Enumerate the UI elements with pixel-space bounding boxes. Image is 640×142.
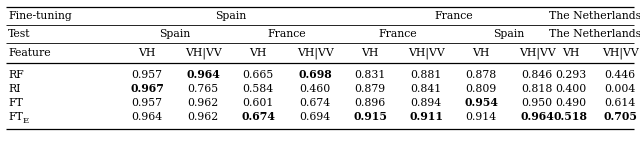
Text: 0.846: 0.846 bbox=[522, 70, 552, 80]
Text: VH: VH bbox=[563, 48, 580, 58]
Text: 0.765: 0.765 bbox=[188, 84, 219, 94]
Text: 0.674: 0.674 bbox=[241, 111, 275, 123]
Text: France: France bbox=[379, 29, 417, 39]
Text: VH|VV: VH|VV bbox=[408, 47, 444, 59]
Text: VH|VV: VH|VV bbox=[602, 47, 638, 59]
Text: 0.460: 0.460 bbox=[300, 84, 331, 94]
Text: 0.896: 0.896 bbox=[355, 98, 386, 108]
Text: 0.878: 0.878 bbox=[465, 70, 497, 80]
Text: 0.964: 0.964 bbox=[520, 111, 554, 123]
Text: VH|VV: VH|VV bbox=[518, 47, 556, 59]
Text: Test: Test bbox=[8, 29, 31, 39]
Text: VH|VV: VH|VV bbox=[184, 47, 221, 59]
Text: 0.831: 0.831 bbox=[355, 70, 386, 80]
Text: 0.665: 0.665 bbox=[243, 70, 274, 80]
Text: 0.962: 0.962 bbox=[188, 98, 219, 108]
Text: 0.950: 0.950 bbox=[522, 98, 552, 108]
Text: 0.957: 0.957 bbox=[131, 70, 163, 80]
Text: 0.964: 0.964 bbox=[186, 69, 220, 81]
Text: Feature: Feature bbox=[8, 48, 51, 58]
Text: Spain: Spain bbox=[216, 11, 246, 21]
Text: VH: VH bbox=[362, 48, 379, 58]
Text: 0.694: 0.694 bbox=[300, 112, 331, 122]
Text: VH: VH bbox=[472, 48, 490, 58]
Text: 0.004: 0.004 bbox=[604, 84, 636, 94]
Text: 0.293: 0.293 bbox=[556, 70, 587, 80]
Text: 0.518: 0.518 bbox=[554, 111, 588, 123]
Text: 0.954: 0.954 bbox=[464, 98, 498, 108]
Text: 0.809: 0.809 bbox=[465, 84, 497, 94]
Text: E: E bbox=[23, 117, 29, 125]
Text: 0.967: 0.967 bbox=[130, 83, 164, 94]
Text: VH: VH bbox=[138, 48, 156, 58]
Text: 0.400: 0.400 bbox=[556, 84, 587, 94]
Text: 0.879: 0.879 bbox=[355, 84, 385, 94]
Text: 0.881: 0.881 bbox=[410, 70, 442, 80]
Text: 0.818: 0.818 bbox=[522, 84, 553, 94]
Text: RF: RF bbox=[8, 70, 24, 80]
Text: FT: FT bbox=[8, 98, 23, 108]
Text: Spain: Spain bbox=[493, 29, 525, 39]
Text: 0.674: 0.674 bbox=[300, 98, 331, 108]
Text: 0.914: 0.914 bbox=[465, 112, 497, 122]
Text: VH: VH bbox=[250, 48, 267, 58]
Text: RI: RI bbox=[8, 84, 20, 94]
Text: 0.964: 0.964 bbox=[131, 112, 163, 122]
Text: Spain: Spain bbox=[159, 29, 191, 39]
Text: 0.705: 0.705 bbox=[603, 111, 637, 123]
Text: France: France bbox=[434, 11, 473, 21]
Text: 0.915: 0.915 bbox=[353, 111, 387, 123]
Text: 0.894: 0.894 bbox=[410, 98, 442, 108]
Text: 0.490: 0.490 bbox=[556, 98, 587, 108]
Text: 0.601: 0.601 bbox=[243, 98, 274, 108]
Text: 0.446: 0.446 bbox=[604, 70, 636, 80]
Text: VH|VV: VH|VV bbox=[296, 47, 333, 59]
Text: 0.698: 0.698 bbox=[298, 69, 332, 81]
Text: 0.584: 0.584 bbox=[243, 84, 273, 94]
Text: 0.841: 0.841 bbox=[410, 84, 442, 94]
Text: 0.957: 0.957 bbox=[131, 98, 163, 108]
Text: 0.911: 0.911 bbox=[409, 111, 443, 123]
Text: 0.614: 0.614 bbox=[604, 98, 636, 108]
Text: FT: FT bbox=[8, 112, 23, 122]
Text: France: France bbox=[267, 29, 306, 39]
Text: The Netherlands: The Netherlands bbox=[549, 29, 640, 39]
Text: 0.962: 0.962 bbox=[188, 112, 219, 122]
Text: The Netherlands: The Netherlands bbox=[549, 11, 640, 21]
Text: Fine-tuning: Fine-tuning bbox=[8, 11, 72, 21]
